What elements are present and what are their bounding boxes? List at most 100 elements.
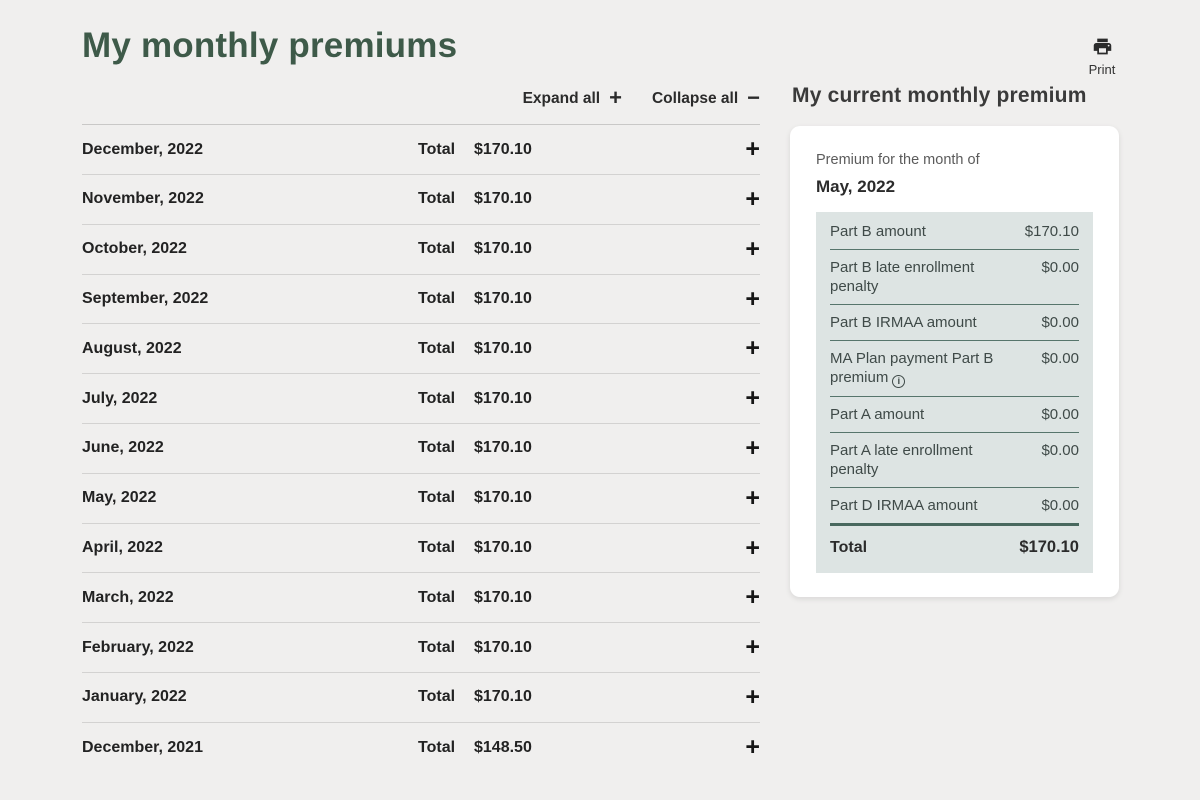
- breakdown-row: MA Plan payment Part B premium i $0.00: [830, 341, 1079, 397]
- month-label: July, 2022: [82, 389, 158, 407]
- monthly-premiums-section: My monthly premiums Expand all + Collaps…: [82, 26, 760, 773]
- month-label: October, 2022: [82, 240, 187, 258]
- total-amount: $170.10: [474, 439, 532, 457]
- expand-row-icon[interactable]: +: [745, 433, 760, 462]
- breakdown-total-label: Total: [830, 538, 868, 556]
- collapse-all-label: Collapse all: [651, 90, 739, 108]
- breakdown-row: Part B late enrollment penalty $0.00: [830, 250, 1079, 305]
- total-label: Total: [418, 439, 456, 457]
- print-icon: [1092, 36, 1113, 60]
- month-label: March, 2022: [82, 588, 174, 606]
- total-label: Total: [418, 638, 456, 656]
- premium-list: December, 2022 Total $170.10 + November,…: [82, 125, 760, 772]
- print-label: Print: [1088, 62, 1116, 77]
- premium-month-row[interactable]: May, 2022 Total $170.10 +: [82, 474, 760, 524]
- total-label: Total: [418, 738, 456, 756]
- collapse-all-button[interactable]: Collapse all −: [651, 87, 760, 110]
- total-amount: $170.10: [474, 638, 532, 656]
- total-amount: $170.10: [474, 688, 532, 706]
- month-label: August, 2022: [82, 339, 182, 357]
- breakdown-label: Part A late enrollment penalty: [830, 442, 973, 478]
- month-label: September, 2022: [82, 290, 209, 308]
- premium-month-row[interactable]: October, 2022 Total $170.10 +: [82, 225, 760, 275]
- expand-row-icon[interactable]: +: [745, 633, 760, 662]
- expand-row-icon[interactable]: +: [745, 234, 760, 263]
- current-premium-card: Premium for the month of May, 2022 Part …: [790, 126, 1119, 597]
- total-amount: $170.10: [474, 140, 532, 158]
- total-amount: $170.10: [474, 539, 532, 557]
- month-label: January, 2022: [82, 688, 187, 706]
- breakdown-label: Part D IRMAA amount: [830, 497, 978, 514]
- premium-month-row[interactable]: August, 2022 Total $170.10 +: [82, 324, 760, 375]
- breakdown-label: Part B amount: [830, 223, 926, 240]
- total-amount: $170.10: [474, 339, 532, 357]
- total-amount: $170.10: [474, 489, 532, 507]
- breakdown-row: Part A amount $0.00: [830, 397, 1079, 433]
- page-title: My monthly premiums: [82, 26, 458, 65]
- premium-month-row[interactable]: June, 2022 Total $170.10 +: [82, 424, 760, 474]
- breakdown-row: Part D IRMAA amount $0.00: [830, 488, 1079, 523]
- premium-month-row[interactable]: December, 2022 Total $170.10 +: [82, 125, 760, 176]
- expand-row-icon[interactable]: +: [745, 733, 760, 762]
- expand-all-button[interactable]: Expand all +: [522, 85, 622, 111]
- total-label: Total: [418, 190, 456, 208]
- month-label: November, 2022: [82, 190, 204, 208]
- breakdown-total-value: $170.10: [1019, 538, 1079, 556]
- breakdown-label: Part A amount: [830, 406, 925, 423]
- expand-row-icon[interactable]: +: [745, 384, 760, 413]
- breakdown-value: $0.00: [1041, 406, 1079, 423]
- premium-month-row[interactable]: March, 2022 Total $170.10 +: [82, 573, 760, 624]
- list-controls: Expand all + Collapse all −: [82, 85, 760, 126]
- total-label: Total: [418, 389, 456, 407]
- breakdown-total-row: Total $170.10: [830, 523, 1079, 563]
- expand-row-icon[interactable]: +: [745, 533, 760, 562]
- total-amount: $170.10: [474, 240, 532, 258]
- premium-month-value: May, 2022: [816, 177, 896, 196]
- total-amount: $170.10: [474, 389, 532, 407]
- total-label: Total: [418, 140, 456, 158]
- current-premium-heading: My current monthly premium: [792, 84, 1087, 107]
- expand-row-icon[interactable]: +: [745, 284, 760, 313]
- breakdown-label: MA Plan payment Part B premium i: [830, 350, 994, 388]
- total-amount: $148.50: [474, 738, 532, 756]
- total-label: Total: [418, 588, 456, 606]
- total-amount: $170.10: [474, 290, 532, 308]
- print-button[interactable]: Print: [1079, 36, 1125, 77]
- breakdown-row: Part B IRMAA amount $0.00: [830, 305, 1079, 341]
- plus-icon: +: [609, 85, 622, 111]
- month-label: December, 2021: [82, 738, 203, 756]
- total-amount: $170.10: [474, 190, 532, 208]
- expand-all-label: Expand all: [522, 90, 601, 108]
- total-label: Total: [418, 489, 456, 507]
- month-label: June, 2022: [82, 439, 164, 457]
- month-label: April, 2022: [82, 539, 163, 557]
- premium-month-row[interactable]: September, 2022 Total $170.10 +: [82, 275, 760, 325]
- total-label: Total: [418, 339, 456, 357]
- breakdown-value: $0.00: [1041, 350, 1079, 367]
- premium-month-row[interactable]: July, 2022 Total $170.10 +: [82, 374, 760, 425]
- breakdown-label: Part B late enrollment penalty: [830, 259, 975, 295]
- breakdown-value: $0.00: [1041, 442, 1079, 459]
- total-label: Total: [418, 240, 456, 258]
- info-icon[interactable]: i: [892, 375, 906, 388]
- expand-row-icon[interactable]: +: [745, 334, 760, 363]
- expand-row-icon[interactable]: +: [745, 483, 760, 512]
- premium-month-row[interactable]: February, 2022 Total $170.10 +: [82, 623, 760, 674]
- premium-breakdown-table: Part B amount $170.10 Part B late enroll…: [816, 212, 1093, 573]
- premium-month-row[interactable]: January, 2022 Total $170.10 +: [82, 673, 760, 723]
- month-label: December, 2022: [82, 140, 203, 158]
- breakdown-value: $0.00: [1041, 314, 1079, 331]
- month-label: February, 2022: [82, 638, 194, 656]
- breakdown-value: $0.00: [1041, 259, 1079, 276]
- premium-month-row[interactable]: November, 2022 Total $170.10 +: [82, 175, 760, 225]
- expand-row-icon[interactable]: +: [745, 583, 760, 612]
- total-label: Total: [418, 290, 456, 308]
- total-label: Total: [418, 688, 456, 706]
- breakdown-value: $0.00: [1041, 497, 1079, 514]
- expand-row-icon[interactable]: +: [745, 682, 760, 711]
- expand-row-icon[interactable]: +: [745, 184, 760, 213]
- breakdown-row: Part A late enrollment penalty $0.00: [830, 433, 1079, 488]
- expand-row-icon[interactable]: +: [745, 135, 760, 164]
- premium-month-row[interactable]: December, 2021 Total $148.50 +: [82, 723, 760, 773]
- premium-month-row[interactable]: April, 2022 Total $170.10 +: [82, 524, 760, 574]
